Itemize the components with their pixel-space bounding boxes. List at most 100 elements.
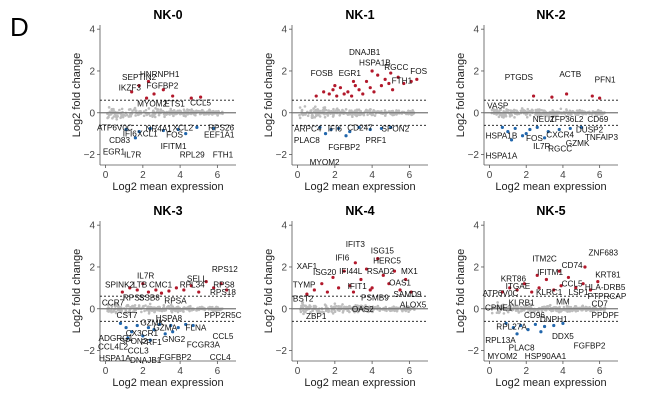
down-point xyxy=(126,336,130,340)
background-point xyxy=(195,109,198,113)
down-point xyxy=(212,126,216,131)
background-point xyxy=(208,109,212,113)
background-point xyxy=(190,108,193,111)
background-point xyxy=(112,115,116,118)
background-point xyxy=(371,310,374,314)
background-point xyxy=(115,117,119,121)
background-point xyxy=(407,109,410,113)
background-point xyxy=(302,304,305,307)
y-tick-label: 2 xyxy=(473,66,479,77)
y-axis-label: Log2 fold change xyxy=(455,249,467,333)
gene-label: HSPA1B xyxy=(359,59,391,68)
gene-label: TYMP xyxy=(293,281,316,290)
gene-label: RGCC xyxy=(384,63,408,72)
y-tick-label: 2 xyxy=(89,262,95,273)
panel-title: NK-4 xyxy=(345,204,374,218)
gene-label: GZMK xyxy=(566,139,590,148)
background-point xyxy=(364,304,367,307)
background-point xyxy=(162,304,166,307)
gene-label: PPDPF xyxy=(591,311,618,320)
x-tick-label: 0 xyxy=(103,170,109,181)
gene-label: PTGDS xyxy=(505,73,534,82)
x-tick-label: 2 xyxy=(140,170,146,181)
up-point xyxy=(368,288,372,292)
gene-label: DUSP2 xyxy=(576,125,604,134)
background-point xyxy=(497,309,500,313)
gene-label: ITGAE xyxy=(506,282,531,291)
gene-label: RPL29 xyxy=(180,151,205,160)
up-point xyxy=(320,282,324,286)
up-point xyxy=(387,81,391,86)
background-point xyxy=(585,306,588,309)
background-point xyxy=(526,107,530,111)
x-tick-label: 6 xyxy=(215,366,221,377)
y-tick-label: −2 xyxy=(276,150,288,161)
up-point xyxy=(346,90,350,94)
background-point xyxy=(154,107,157,110)
gene-label: OAS2 xyxy=(352,305,374,314)
gene-label: CST7 xyxy=(117,311,138,320)
background-point xyxy=(341,303,344,306)
background-point xyxy=(540,309,544,313)
background-point xyxy=(525,115,529,119)
up-point xyxy=(189,284,193,288)
gene-label: SELL xyxy=(187,274,207,283)
background-point xyxy=(502,110,505,113)
gene-label: HSPA8 xyxy=(156,314,183,323)
background-point xyxy=(148,310,151,314)
background-point xyxy=(544,114,547,117)
y-tick-label: 0 xyxy=(281,304,287,315)
up-point xyxy=(531,94,536,98)
y-tick-label: −2 xyxy=(84,346,96,357)
down-point xyxy=(515,332,519,336)
background-point xyxy=(387,110,391,113)
background-point xyxy=(128,313,132,316)
panel-title: NK-1 xyxy=(345,8,374,22)
y-tick-label: −2 xyxy=(84,150,96,161)
background-point xyxy=(554,306,558,309)
background-point xyxy=(329,305,333,308)
background-point xyxy=(592,309,596,313)
background-point xyxy=(333,302,337,305)
background-point xyxy=(511,303,514,307)
up-point xyxy=(159,291,164,295)
down-point xyxy=(519,323,523,328)
up-point xyxy=(515,288,519,292)
x-tick-label: 4 xyxy=(560,366,566,377)
background-point xyxy=(200,110,204,113)
up-point xyxy=(500,290,504,294)
background-point xyxy=(161,308,164,312)
gene-label: IFI6 xyxy=(335,254,350,263)
background-point xyxy=(182,108,186,112)
up-point xyxy=(342,92,346,96)
gene-label: RSAD2 xyxy=(367,267,395,276)
up-point xyxy=(197,290,201,294)
background-point xyxy=(144,304,147,307)
up-point xyxy=(583,265,587,269)
background-point xyxy=(210,113,214,116)
x-tick-label: 2 xyxy=(332,170,338,181)
background-point xyxy=(141,305,145,309)
gene-label: HSPA1A xyxy=(99,354,131,363)
background-point xyxy=(107,106,111,109)
down-point xyxy=(171,330,175,334)
background-point xyxy=(123,311,127,314)
gene-label: KRT81 xyxy=(595,270,621,279)
background-point xyxy=(376,304,380,308)
gene-label: IFI6 xyxy=(123,130,138,139)
gene-label: HSPA1A xyxy=(486,152,518,161)
background-point xyxy=(306,114,310,118)
background-point xyxy=(107,115,110,119)
x-tick-label: 2 xyxy=(332,366,338,377)
gene-label: SEPTIN2 xyxy=(122,73,157,82)
gene-label: HERC5 xyxy=(373,257,401,266)
y-tick-label: −2 xyxy=(276,346,288,357)
gene-label: ALOX5 xyxy=(400,301,427,310)
gene-label: SPINK2 xyxy=(105,281,135,290)
down-point xyxy=(552,323,556,328)
y-tick-label: 2 xyxy=(281,66,287,77)
down-point xyxy=(389,125,393,129)
background-point xyxy=(106,303,110,307)
gene-label: IFIT3 xyxy=(346,240,366,249)
